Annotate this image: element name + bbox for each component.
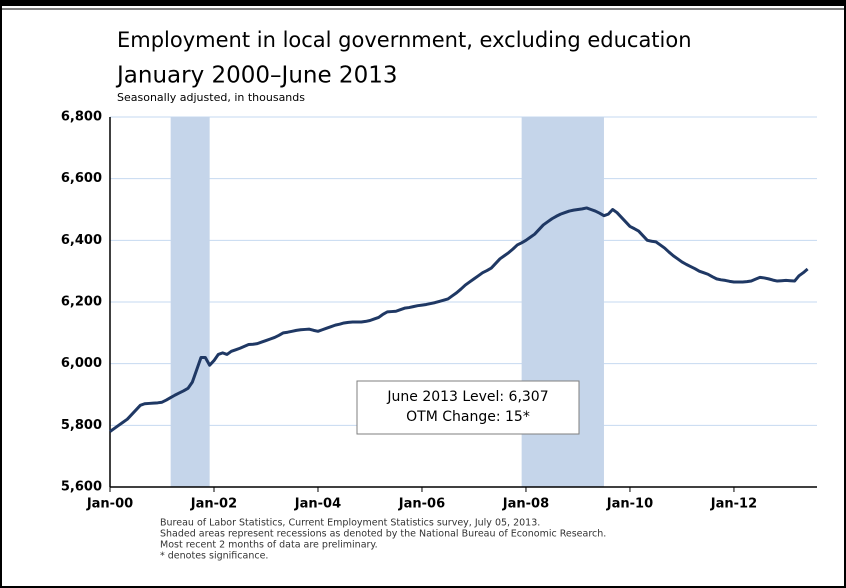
x-tick-label: Jan-00: [86, 497, 133, 512]
footnote: * denotes significance.: [160, 551, 268, 562]
annotation-text: June 2013 Level: 6,307: [386, 389, 548, 405]
footnote: Bureau of Labor Statistics, Current Empl…: [160, 518, 540, 529]
annotation-box: [356, 380, 580, 435]
y-tick-label: 5,800: [61, 418, 102, 433]
recession-band: [170, 117, 210, 487]
y-tick-label: 6,400: [61, 233, 102, 248]
x-tick-label: Jan-08: [502, 497, 549, 512]
chart-title: Employment in local government, excludin…: [117, 28, 692, 52]
x-tick-label: Jan-10: [606, 497, 653, 512]
chart-subtitle: January 2000–June 2013: [115, 63, 397, 89]
data-line: [109, 206, 809, 433]
y-tick-label: 6,000: [61, 356, 102, 371]
x-tick-label: Jan-06: [398, 497, 445, 512]
footnote: Shaded areas represent recessions as den…: [160, 529, 606, 540]
annotation-text: OTM Change: 15*: [406, 409, 530, 425]
x-tick-label: Jan-12: [710, 497, 757, 512]
x-tick-label: Jan-04: [294, 497, 341, 512]
y-tick-label: 6,800: [61, 110, 102, 125]
y-tick-label: 6,200: [61, 295, 102, 310]
frame-top: [1, 1, 845, 6]
y-tick-label: 5,600: [61, 480, 102, 495]
chart-note: Seasonally adjusted, in thousands: [117, 91, 305, 104]
x-tick-label: Jan-02: [190, 497, 237, 512]
footnote: Most recent 2 months of data are prelimi…: [160, 540, 378, 551]
y-tick-label: 6,600: [61, 171, 102, 186]
